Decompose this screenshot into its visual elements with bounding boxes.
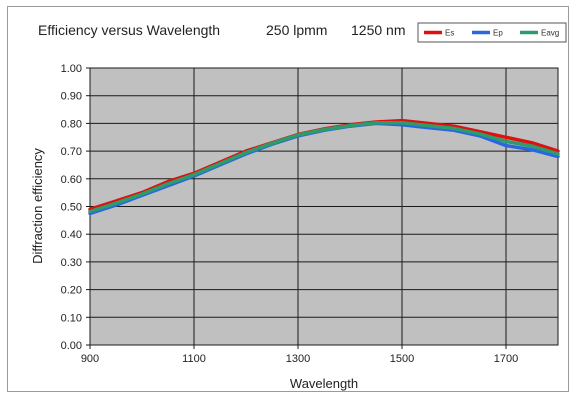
x-tick-label: 1300 (286, 353, 310, 365)
y-tick-label: 0.40 (61, 229, 82, 241)
legend-label-eavg: Eavg (541, 29, 559, 38)
chart-subtitle-blaze: 1250 nm (351, 22, 405, 38)
y-tick-label: 0.30 (61, 257, 82, 269)
y-tick-label: 0.00 (61, 340, 82, 352)
y-axis-ticks: 0.00 0.10 0.20 0.30 0.40 0.50 0.60 0.70 0.80 0.90… (61, 63, 90, 352)
legend-label-es: Es (445, 29, 454, 38)
x-tick-label: 1100 (182, 353, 206, 365)
y-tick-label: 0.10 (61, 312, 82, 324)
y-tick-label: 0.60 (61, 174, 82, 186)
y-axis-label: Diffraction efficiency (30, 148, 45, 264)
y-tick-label: 0.20 (61, 285, 82, 297)
x-tick-label: 1500 (390, 353, 414, 365)
legend-label-ep: Ep (493, 29, 503, 38)
y-tick-label: 0.80 (61, 118, 82, 130)
legend: Es Ep Eavg (417, 22, 567, 43)
legend-box (417, 22, 567, 43)
x-axis-label: Wavelength (290, 376, 358, 391)
y-tick-label: 0.50 (61, 202, 82, 214)
chart-title: Efficiency versus Wavelength (38, 22, 220, 38)
x-tick-label: 900 (81, 353, 99, 365)
series-layer (88, 118, 560, 216)
series-line-eavg (88, 121, 560, 214)
y-tick-label: 0.90 (61, 91, 82, 103)
y-tick-label: 0.70 (61, 146, 82, 158)
x-axis-ticks: 900 1100 1300 1500 1700 (81, 345, 518, 365)
chart-subtitle-groove: 250 lpmm (266, 22, 327, 38)
x-tick-label: 1700 (494, 353, 518, 365)
y-tick-label: 1.00 (61, 63, 82, 75)
gridlines (89, 67, 559, 346)
